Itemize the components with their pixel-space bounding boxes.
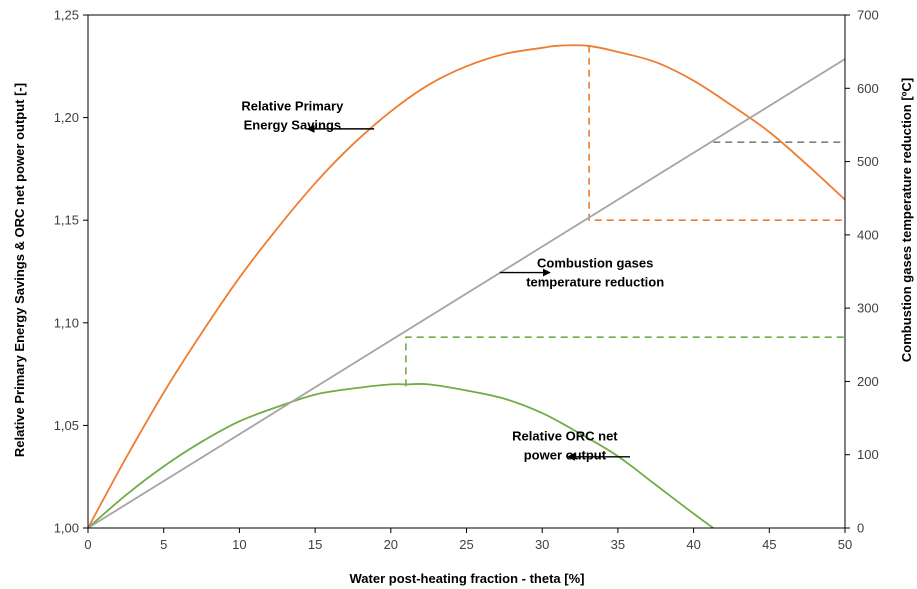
annotations: Relative Primary Energy Savings Combustion… [241, 98, 664, 462]
annotation-text-line: Relative Primary [241, 98, 344, 113]
x-tick-label: 50 [838, 537, 852, 552]
y-left-tick-label: 1,10 [54, 315, 79, 330]
annotation-text-line: power output [524, 447, 607, 462]
annotation-temperature-reduction-label: Combustion gases temperature reduction [526, 255, 664, 289]
annotation-primary-energy-savings-label: Relative Primary Energy Savings [241, 98, 344, 132]
series-line-temperature-reduction [87, 58, 846, 529]
series-line-primary-energy-savings [87, 44, 846, 529]
x-tick-label: 25 [459, 537, 473, 552]
axes [83, 14, 850, 533]
x-tick-label: 35 [611, 537, 625, 552]
x-tick-label: 30 [535, 537, 549, 552]
y-right-tick-label: 300 [857, 301, 879, 316]
x-tick-label: 5 [160, 537, 167, 552]
x-tick-label: 10 [232, 537, 246, 552]
tick-labels: 0 5 10 15 20 25 30 35 40 45 50 1,00 1,05 1,10 1,15 1,20… [54, 8, 879, 553]
reference-line-pes [588, 45, 845, 221]
y-axis-right-title: Combustion gases temperature reduction [… [899, 78, 914, 362]
y-left-tick-label: 1,05 [54, 418, 79, 433]
y-left-tick-label: 1,15 [54, 213, 79, 228]
y-right-tick-label: 500 [857, 154, 879, 169]
annotation-text-line: Combustion gases [537, 255, 653, 270]
reference-lines [405, 45, 845, 387]
y-right-tick-label: 400 [857, 227, 879, 242]
y-right-tick-label: 700 [857, 8, 879, 23]
reference-line-orc [405, 336, 845, 387]
y-axis-left-title: Relative Primary Energy Savings & ORC ne… [12, 83, 27, 457]
plot-frame [87, 14, 846, 529]
y-right-tick-label: 0 [857, 521, 864, 536]
x-tick-label: 20 [384, 537, 398, 552]
annotation-text-line: temperature reduction [526, 274, 664, 289]
y-left-tick-label: 1,00 [54, 521, 79, 536]
series-line-orc-net-power [87, 383, 714, 529]
annotation-text-line: Relative ORC net [512, 428, 618, 443]
annotation-orc-net-power-label: Relative ORC net power output [512, 428, 618, 462]
x-tick-label: 15 [308, 537, 322, 552]
x-tick-label: 0 [84, 537, 91, 552]
series-lines [87, 44, 846, 529]
annotation-text-line: Energy Savings [244, 117, 342, 132]
x-tick-label: 45 [762, 537, 776, 552]
x-axis-title: Water post-heating fraction - theta [%] [350, 571, 585, 586]
y-left-tick-label: 1,25 [54, 8, 79, 23]
y-right-tick-label: 100 [857, 447, 879, 462]
x-tick-label: 40 [686, 537, 700, 552]
y-right-tick-label: 200 [857, 374, 879, 389]
y-left-tick-label: 1,20 [54, 110, 79, 125]
y-right-tick-label: 600 [857, 81, 879, 96]
